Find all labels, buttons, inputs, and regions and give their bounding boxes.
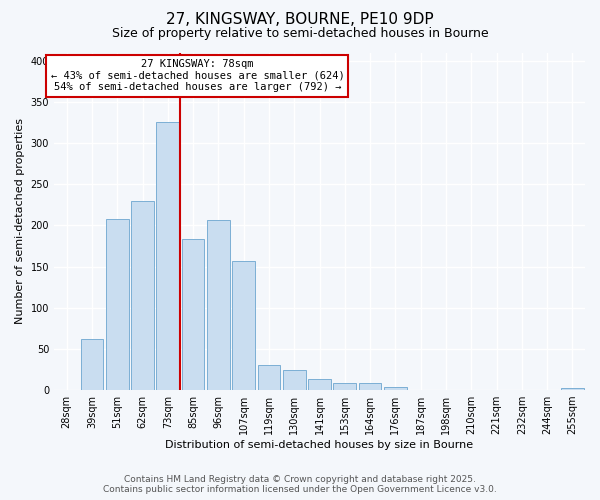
- Bar: [359, 382, 382, 390]
- Bar: [561, 388, 584, 390]
- Text: Contains HM Land Registry data © Crown copyright and database right 2025.
Contai: Contains HM Land Registry data © Crown c…: [103, 474, 497, 494]
- Y-axis label: Number of semi-detached properties: Number of semi-detached properties: [15, 118, 25, 324]
- Bar: [207, 220, 230, 390]
- Bar: [182, 240, 205, 390]
- Bar: [131, 200, 154, 390]
- Bar: [80, 339, 103, 390]
- Bar: [232, 261, 255, 390]
- Bar: [384, 387, 407, 390]
- X-axis label: Distribution of semi-detached houses by size in Bourne: Distribution of semi-detached houses by …: [166, 440, 473, 450]
- Bar: [157, 122, 179, 390]
- Text: Size of property relative to semi-detached houses in Bourne: Size of property relative to semi-detach…: [112, 28, 488, 40]
- Bar: [334, 382, 356, 390]
- Bar: [257, 364, 280, 390]
- Text: 27 KINGSWAY: 78sqm
← 43% of semi-detached houses are smaller (624)
54% of semi-d: 27 KINGSWAY: 78sqm ← 43% of semi-detache…: [50, 60, 344, 92]
- Bar: [106, 219, 128, 390]
- Bar: [308, 378, 331, 390]
- Bar: [283, 370, 305, 390]
- Text: 27, KINGSWAY, BOURNE, PE10 9DP: 27, KINGSWAY, BOURNE, PE10 9DP: [166, 12, 434, 28]
